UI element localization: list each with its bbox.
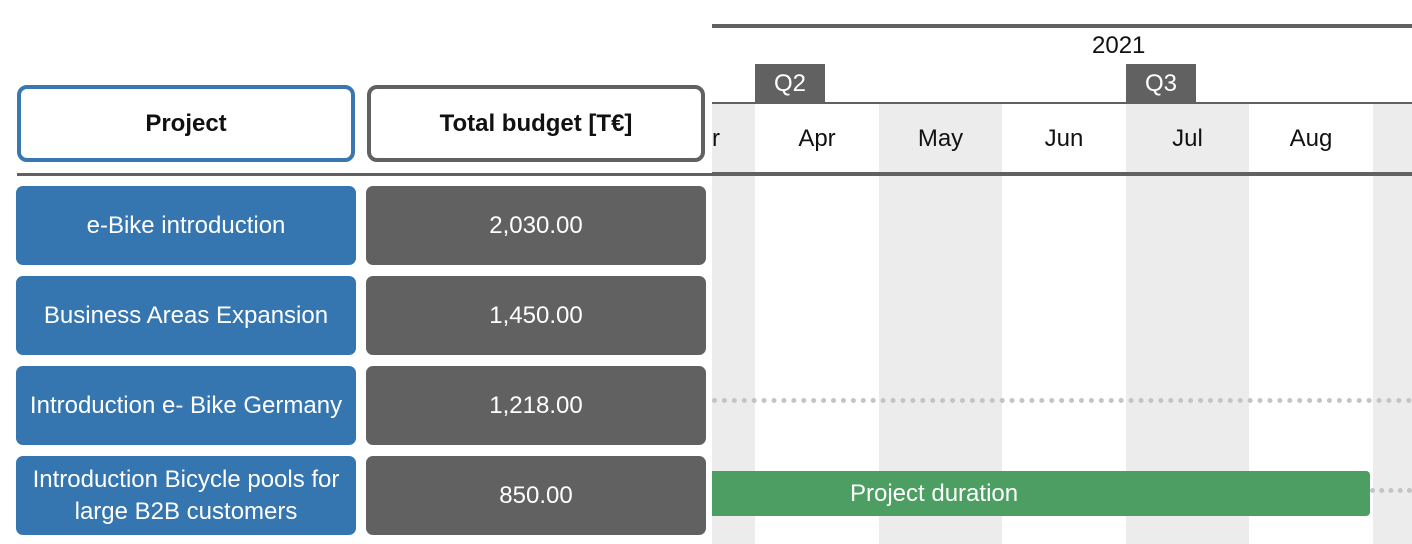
budget-cell[interactable]: 1,450.00 — [366, 276, 706, 355]
month-column-mar — [712, 104, 755, 544]
budget-header-label: Total budget [T€] — [439, 109, 633, 137]
budget-cell[interactable]: 2,030.00 — [366, 186, 706, 265]
month-column-jul — [1126, 104, 1249, 544]
header-rule — [712, 172, 1412, 176]
quarter-label: Q2 — [755, 64, 825, 104]
month-column-may — [879, 104, 1002, 544]
timeline-dotted-line — [712, 398, 1412, 403]
header-divider — [17, 173, 712, 176]
month-label: Aug — [1289, 124, 1333, 152]
project-header-label: Project — [145, 109, 227, 137]
project-cell[interactable]: Introduction e- Bike Germany — [16, 366, 356, 445]
budget-cell[interactable]: 1,218.00 — [366, 366, 706, 445]
timeline-dotted-line — [1370, 488, 1412, 493]
month-label: Jul — [1172, 124, 1203, 152]
month-label: Jun — [1044, 124, 1084, 152]
budget-column-header[interactable]: Total budget [T€] — [367, 85, 705, 162]
project-duration-bar[interactable]: Project duration — [712, 471, 1370, 516]
top-rule — [712, 24, 1412, 28]
project-column-header[interactable]: Project — [17, 85, 355, 162]
year-label: 2021 — [1092, 32, 1146, 59]
bar-label: Project duration — [850, 479, 1019, 507]
gantt-chart: 2021 Q2 Q3 Mar Apr May Jun Jul Aug Proje… — [712, 0, 1412, 544]
project-cell[interactable]: Business Areas Expansion — [16, 276, 356, 355]
quarter-rule — [712, 102, 1412, 104]
month-label: May — [917, 124, 964, 152]
month-label: Apr — [798, 124, 836, 152]
quarter-label: Q3 — [1126, 64, 1196, 104]
month-column-sep — [1373, 104, 1412, 544]
project-cell[interactable]: e-Bike introduction — [16, 186, 356, 265]
project-cell[interactable]: Introduction Bicycle pools for large B2B… — [16, 456, 356, 535]
month-label: Mar — [712, 124, 720, 152]
budget-cell[interactable]: 850.00 — [366, 456, 706, 535]
